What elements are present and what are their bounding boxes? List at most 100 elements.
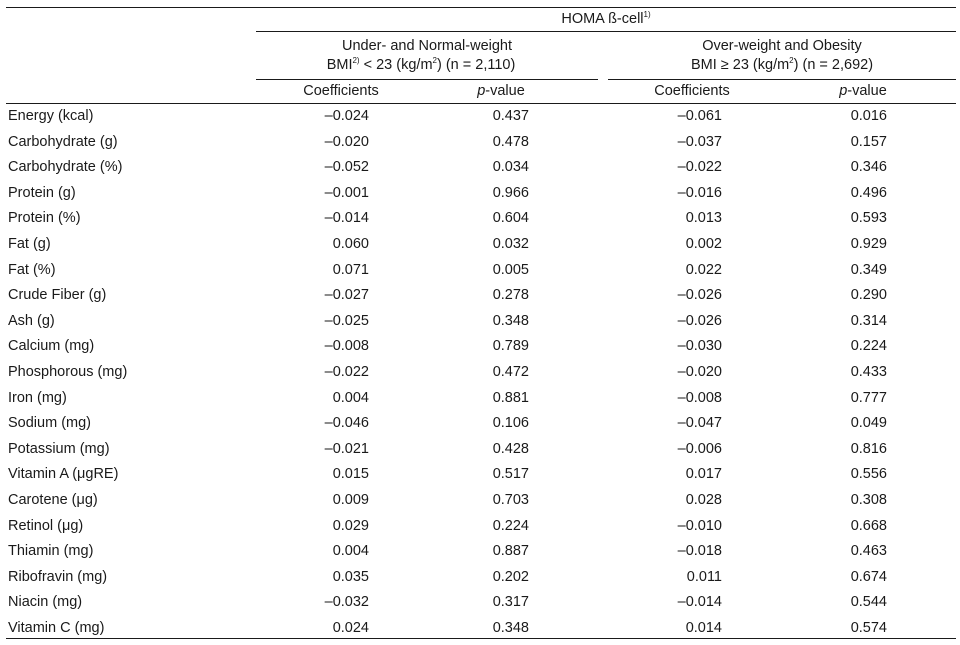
pvalue-over-cell: 0.929: [850, 236, 887, 252]
pvalue-over-cell: 0.349: [850, 261, 887, 278]
row-label: Fat (%): [8, 261, 56, 278]
row-label: Niacin (mg): [8, 594, 83, 611]
coef-over-cell: –0.008: [677, 389, 722, 406]
pvalue-over-cell: 0.433: [850, 364, 887, 380]
row-label: Energy (kcal): [8, 108, 94, 124]
table-row: Iron (mg) 0.004 0.881 –0.008 0.777: [0, 387, 960, 413]
pvalue-under-cell: 0.517: [492, 466, 529, 483]
table-row: Fat (%) 0.071 0.005 0.022 0.349: [0, 259, 960, 285]
pvalue-over-cell: 0.668: [850, 517, 887, 534]
p-italic: p: [477, 83, 486, 99]
coef-over-cell: –0.030: [677, 338, 722, 355]
coef-over-cell: –0.020: [677, 364, 722, 380]
pvalue-over-cell: 0.593: [850, 210, 887, 227]
coef-under-cell: 0.015: [332, 466, 369, 483]
group2-bmi-exponent: 2: [789, 56, 794, 65]
group1-bmi-prefix: BMI: [326, 57, 353, 73]
pvalue-under-cell: 0.278: [492, 287, 529, 304]
coef-under-cell: –0.052: [324, 159, 369, 176]
pvalue-under-cell: 0.348: [492, 620, 529, 636]
pvalue-over-cell: 0.314: [850, 312, 887, 329]
coef-under-cell: –0.022: [324, 364, 369, 380]
coef-under-cell: –0.008: [324, 338, 369, 355]
table-row: Vitamin A (μgRE) 0.015 0.517 0.017 0.556: [0, 463, 960, 489]
coef-over-cell: –0.014: [677, 594, 722, 611]
table-row: Thiamin (mg) 0.004 0.887 –0.018 0.463: [0, 540, 960, 566]
pvalue-over-cell: 0.224: [850, 338, 887, 355]
table-row: Retinol (μg) 0.029 0.224 –0.010 0.668: [0, 515, 960, 541]
row-label: Retinol (μg): [8, 517, 84, 534]
row-label: Fat (g): [8, 236, 51, 252]
bottom-rule: [6, 638, 956, 639]
pvalue-over-cell: 0.463: [850, 543, 887, 560]
table-row: Calcium (mg) –0.008 0.789 –0.030 0.224: [0, 335, 960, 361]
pvalue-under-cell: 0.887: [492, 543, 529, 560]
col-header-coef-2: Coefficients: [654, 83, 730, 99]
col-header-pvalue-2: p-value: [839, 82, 887, 100]
row-label: Crude Fiber (g): [8, 287, 107, 304]
row-label: Phosphorous (mg): [8, 364, 128, 380]
row-label: Protein (g): [8, 184, 76, 201]
pvalue-over-cell: 0.496: [850, 184, 887, 201]
pvalue-under-cell: 0.202: [492, 568, 529, 585]
pvalue-over-cell: 0.049: [850, 415, 887, 432]
pvalue-under-cell: 0.703: [492, 492, 529, 508]
pvalue-under-cell: 0.428: [492, 440, 529, 457]
pvalue-under-cell: 0.005: [492, 261, 529, 278]
table-row: Protein (%) –0.014 0.604 0.013 0.593: [0, 207, 960, 233]
pvalue-under-cell: 0.348: [492, 312, 529, 329]
pvalue-under-cell: 0.032: [492, 236, 529, 252]
pvalue-under-cell: 0.437: [492, 108, 529, 124]
coef-under-cell: –0.024: [324, 108, 369, 124]
coef-under-cell: 0.009: [332, 492, 369, 508]
row-label: Calcium (mg): [8, 338, 95, 355]
coef-under-cell: 0.004: [332, 389, 369, 406]
table-row: Crude Fiber (g) –0.027 0.278 –0.026 0.290: [0, 284, 960, 310]
group1-bmi-suffix: ) (n = 2,110): [436, 57, 516, 73]
coef-over-cell: –0.037: [677, 133, 722, 150]
coef-over-cell: –0.047: [677, 415, 722, 432]
table-row: Potassium (mg) –0.021 0.428 –0.006 0.816: [0, 438, 960, 464]
coef-under-cell: 0.071: [332, 261, 369, 278]
table-row: Niacin (mg) –0.032 0.317 –0.014 0.544: [0, 591, 960, 617]
pvalue-over-cell: 0.674: [850, 568, 887, 585]
coef-over-cell: 0.011: [686, 568, 722, 585]
group2-rule: [608, 79, 956, 80]
coef-under-cell: 0.004: [332, 543, 369, 560]
table-row: Protein (g) –0.001 0.966 –0.016 0.496: [0, 182, 960, 208]
p-rest: -value: [847, 83, 887, 99]
coef-under-cell: –0.021: [324, 440, 369, 457]
pvalue-under-cell: 0.034: [492, 159, 529, 176]
coef-under-cell: 0.029: [332, 517, 369, 534]
pvalue-under-cell: 0.604: [492, 210, 529, 227]
pvalue-over-cell: 0.574: [850, 620, 887, 636]
coef-over-cell: –0.022: [677, 159, 722, 176]
row-label: Thiamin (mg): [8, 543, 94, 560]
pvalue-over-cell: 0.346: [850, 159, 887, 176]
coef-over-cell: –0.026: [677, 312, 722, 329]
pvalue-over-cell: 0.544: [850, 594, 887, 611]
p-italic: p: [839, 83, 848, 99]
col-header-pvalue-1: p-value: [477, 82, 525, 100]
pvalue-over-cell: 0.556: [850, 466, 887, 483]
coef-under-cell: –0.020: [324, 133, 369, 150]
coef-over-cell: 0.014: [685, 620, 722, 636]
row-label: Vitamin A (μgRE): [8, 466, 119, 483]
pvalue-over-cell: 0.290: [850, 287, 887, 304]
coef-over-cell: –0.016: [677, 184, 722, 201]
header-bottom-rule: [6, 103, 956, 104]
row-label: Protein (%): [8, 210, 81, 227]
coef-over-cell: 0.013: [685, 210, 722, 227]
coef-under-cell: 0.024: [332, 620, 369, 636]
pvalue-under-cell: 0.317: [492, 594, 529, 611]
coef-over-cell: –0.010: [677, 517, 722, 534]
pvalue-under-cell: 0.478: [492, 133, 529, 150]
coef-over-cell: –0.026: [677, 287, 722, 304]
group1-bmi-exponent: 2: [432, 56, 437, 65]
coef-under-cell: 0.060: [332, 236, 369, 252]
group1-bmi-condition: < 23 (kg/m: [359, 57, 433, 73]
pvalue-under-cell: 0.966: [492, 184, 529, 201]
super-header: HOMA ß-cell1): [561, 10, 650, 28]
coef-under-cell: 0.035: [332, 568, 369, 585]
coef-over-cell: –0.006: [677, 440, 722, 457]
